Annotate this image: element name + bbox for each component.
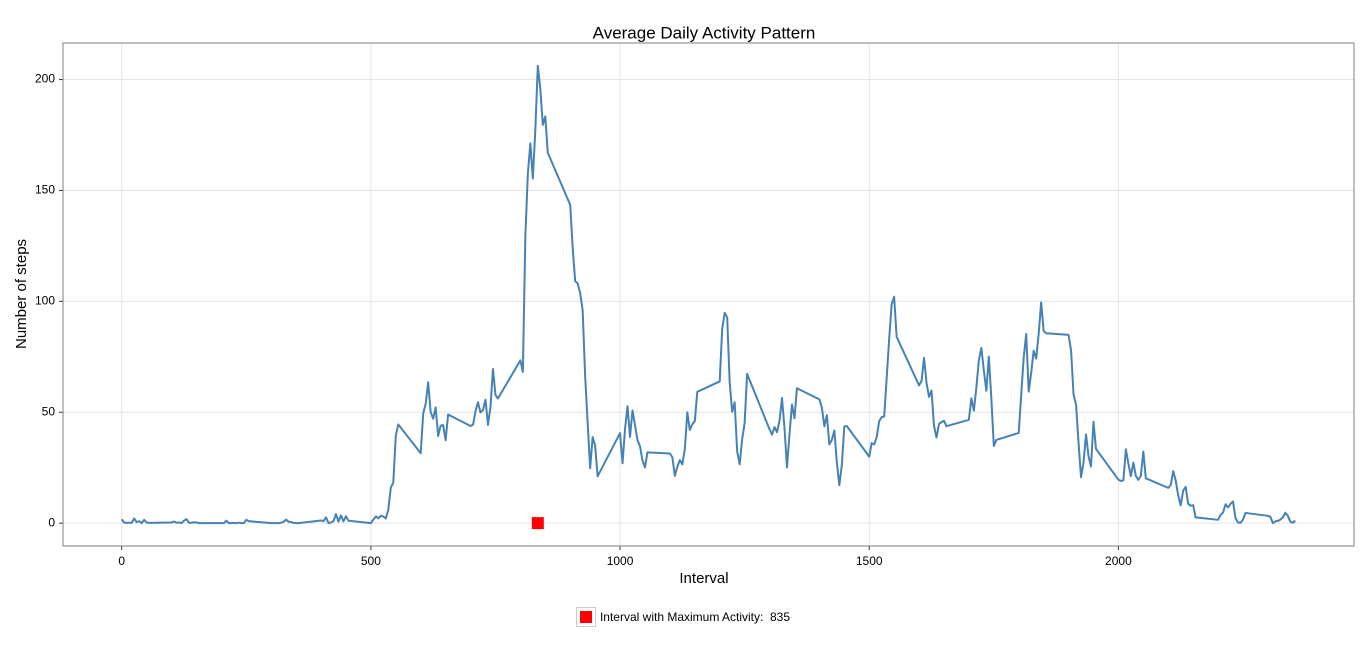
legend-key (575, 607, 596, 627)
y-tick-label: 200 (35, 72, 55, 86)
x-tick-label: 1500 (856, 554, 883, 568)
x-tick-label: 0 (118, 554, 125, 568)
x-axis-label: Interval (679, 570, 728, 587)
legend: Interval with Maximum Activity: 835 (0, 607, 1366, 627)
max-point (531, 517, 544, 530)
legend-label: Interval with Maximum Activity: 835 (599, 610, 791, 624)
y-tick-label: 100 (35, 294, 55, 308)
chart: Average Daily Activity Pattern Interval … (13, 23, 1355, 587)
y-tick-label: 50 (42, 404, 56, 418)
chart-title: Average Daily Activity Pattern (593, 23, 816, 42)
y-tick-label: 0 (48, 515, 55, 529)
y-tick-label: 150 (35, 183, 55, 197)
x-tick-label: 500 (361, 554, 381, 568)
y-axis-label: Number of steps (13, 239, 30, 349)
x-tick-label: 1000 (607, 554, 634, 568)
legend-swatch (579, 611, 592, 623)
x-tick-label: 2000 (1105, 554, 1132, 568)
data-line (120, 64, 1296, 525)
plot-border (62, 42, 1355, 547)
